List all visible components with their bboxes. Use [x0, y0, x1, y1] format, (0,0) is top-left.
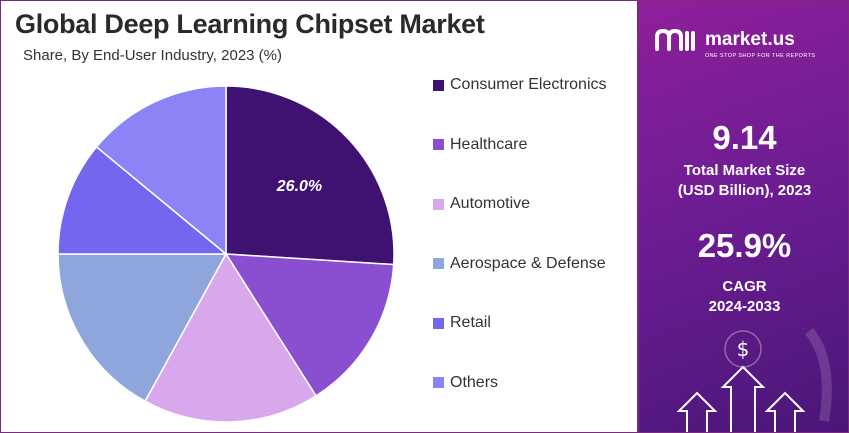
pie-slice-consumer-electronics: [225, 85, 395, 266]
chart-subtitle: Share, By End-User Industry, 2023 (%): [23, 47, 282, 64]
chart-panel: Global Deep Learning Chipset Market Shar…: [0, 0, 638, 433]
brand-tagline: ONE STOP SHOP FOR THE REPORTS: [705, 53, 816, 59]
pie-slice-retail: [57, 145, 229, 255]
legend-item: Consumer Electronics: [433, 73, 607, 97]
legend-item: Aerospace & Defense: [433, 252, 606, 276]
legend-label: Healthcare: [450, 135, 528, 153]
brand: market.us: [653, 27, 795, 53]
pie-chart: 26.0%: [57, 85, 395, 423]
legend-swatch: [433, 317, 444, 329]
brand-name: market.us: [705, 29, 795, 50]
growth-arrows-icon: $: [676, 327, 832, 432]
page-title: Global Deep Learning Chipset Market: [15, 9, 485, 39]
cagr-value: 25.9%: [697, 227, 792, 264]
legend-swatch: [433, 198, 444, 210]
legend-label: Retail: [450, 314, 491, 331]
pie-slice-automotive: [144, 252, 318, 423]
market-size-label-line2: (USD Billion), 2023: [677, 182, 812, 199]
legend-item: Healthcare: [433, 133, 527, 157]
pie-data-label: 26.0%: [276, 178, 322, 195]
cagr-label: CAGR: [722, 278, 767, 295]
pie-slice-others: [95, 85, 227, 256]
pie-slice-aerospace-defense: [57, 253, 228, 403]
legend-item: Others: [433, 371, 498, 395]
stats-sidebar: market.us ONE STOP SHOP FOR THE REPORTS …: [638, 0, 849, 433]
legend-label: Aerospace & Defense: [450, 254, 606, 272]
legend-item: Automotive: [433, 192, 530, 216]
market-size-value: 9.14: [712, 119, 777, 156]
legend-label: Automotive: [450, 195, 531, 212]
market-size-label-line1: Total Market Size: [683, 162, 806, 179]
legend-swatch: [433, 79, 444, 91]
legend-label: Consumer Electronics: [450, 76, 607, 93]
market-us-logo-icon: [655, 28, 695, 51]
legend-swatch: [433, 377, 444, 388]
dollar-icon: $: [737, 337, 750, 361]
cagr-period: 2024-2033: [708, 298, 781, 315]
pie-slice-healthcare: [224, 253, 395, 397]
legend-item: Retail: [433, 311, 491, 335]
legend-swatch: [433, 258, 444, 269]
legend-label: Others: [450, 373, 499, 391]
legend-swatch: [433, 139, 444, 150]
